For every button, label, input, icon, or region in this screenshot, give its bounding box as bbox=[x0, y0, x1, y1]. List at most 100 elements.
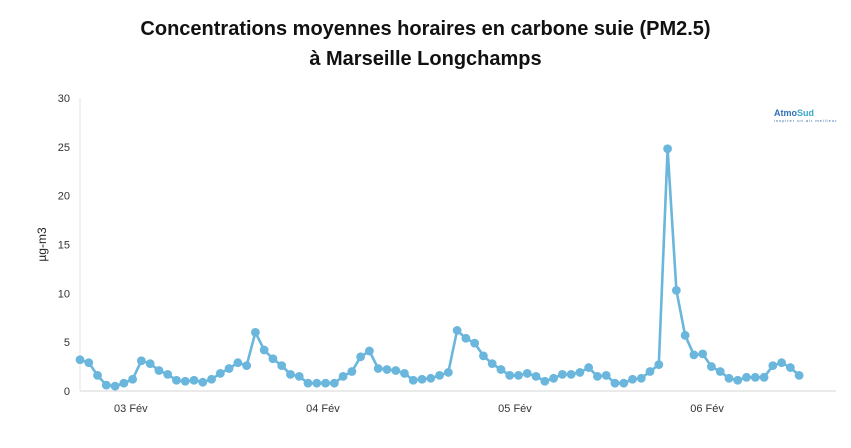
data-point bbox=[189, 375, 199, 385]
x-tick-label: 03 Fév bbox=[114, 403, 148, 415]
data-point bbox=[136, 356, 146, 366]
data-point bbox=[505, 370, 515, 380]
data-point bbox=[251, 328, 260, 337]
data-point bbox=[461, 333, 471, 343]
data-point bbox=[207, 374, 216, 384]
data-point bbox=[531, 371, 541, 381]
data-point bbox=[777, 358, 786, 368]
chart-title: Concentrations moyennes horaires en carb… bbox=[0, 14, 851, 74]
data-point bbox=[338, 371, 348, 381]
data-point bbox=[794, 370, 804, 380]
data-point bbox=[400, 369, 409, 378]
data-point bbox=[417, 374, 427, 384]
data-point bbox=[329, 378, 339, 388]
data-point bbox=[593, 371, 602, 381]
data-point bbox=[540, 376, 550, 386]
data-point bbox=[163, 369, 173, 379]
data-point bbox=[110, 381, 120, 391]
data-point bbox=[707, 362, 716, 371]
data-point bbox=[382, 365, 392, 374]
data-point bbox=[443, 368, 453, 377]
data-point bbox=[215, 369, 225, 378]
data-point bbox=[391, 366, 401, 375]
data-point bbox=[373, 364, 383, 373]
data-point bbox=[101, 380, 111, 390]
data-point bbox=[198, 377, 208, 387]
data-point bbox=[654, 360, 664, 370]
y-tick-label: 25 bbox=[58, 142, 70, 154]
logo-sud-text: Sud bbox=[797, 108, 814, 118]
data-point bbox=[172, 375, 181, 385]
data-point bbox=[180, 376, 190, 386]
data-point bbox=[303, 378, 313, 388]
data-point bbox=[636, 373, 646, 383]
logo-tagline: inspirer un air meilleur bbox=[774, 118, 838, 123]
data-point bbox=[75, 355, 85, 365]
data-point bbox=[154, 366, 164, 375]
data-point bbox=[584, 363, 594, 372]
data-point bbox=[347, 367, 357, 376]
data-point bbox=[750, 372, 760, 382]
atmosud-logo: AtmoSud inspirer un air meilleur bbox=[774, 108, 838, 123]
data-point bbox=[768, 361, 778, 371]
x-tick-label: 05 Fév bbox=[498, 403, 532, 415]
data-point bbox=[224, 364, 234, 373]
chart-title-line-2: à Marseille Longchamps bbox=[309, 48, 542, 70]
data-point bbox=[785, 363, 795, 372]
x-tick-label: 04 Fév bbox=[306, 403, 340, 415]
data-point bbox=[557, 369, 567, 379]
data-point bbox=[286, 369, 295, 379]
data-point bbox=[566, 369, 576, 379]
data-point bbox=[522, 369, 532, 378]
y-tick-label: 10 bbox=[58, 288, 70, 300]
data-point bbox=[84, 358, 94, 368]
data-point bbox=[715, 367, 725, 376]
data-point bbox=[663, 144, 672, 154]
data-point bbox=[294, 371, 304, 381]
data-point bbox=[452, 326, 462, 335]
data-point bbox=[601, 370, 611, 380]
y-tick-label: 30 bbox=[58, 93, 70, 105]
data-point bbox=[759, 372, 769, 382]
data-point bbox=[119, 378, 129, 388]
data-point bbox=[619, 378, 629, 388]
series-line bbox=[78, 147, 801, 388]
data-point bbox=[277, 361, 287, 371]
data-point bbox=[259, 345, 269, 355]
logo-atmo-text: Atmo bbox=[774, 108, 797, 118]
data-point bbox=[93, 370, 102, 380]
data-point bbox=[575, 368, 585, 377]
data-point bbox=[426, 373, 436, 383]
x-tick-label: 06 Fév bbox=[690, 403, 724, 415]
data-point bbox=[496, 365, 506, 374]
data-point bbox=[487, 359, 497, 369]
data-point bbox=[365, 346, 374, 356]
data-point bbox=[470, 338, 480, 348]
data-point bbox=[321, 378, 330, 388]
y-tick-label: 15 bbox=[58, 240, 70, 252]
data-point bbox=[680, 330, 690, 340]
data-point bbox=[671, 286, 681, 295]
data-point bbox=[312, 378, 322, 388]
data-point bbox=[698, 349, 708, 359]
data-point bbox=[645, 367, 655, 376]
data-point bbox=[610, 378, 620, 388]
data-point bbox=[145, 359, 155, 369]
chart-title-line-1: Concentrations moyennes horaires en carb… bbox=[140, 18, 711, 40]
y-tick-label: 5 bbox=[64, 337, 70, 349]
y-tick-label: 20 bbox=[58, 191, 70, 203]
data-point bbox=[408, 375, 418, 385]
data-point bbox=[514, 370, 523, 380]
data-point bbox=[742, 372, 751, 382]
data-point bbox=[268, 354, 278, 364]
data-point bbox=[435, 370, 444, 380]
data-point bbox=[128, 374, 138, 384]
y-tick-label: 0 bbox=[64, 386, 70, 398]
data-point bbox=[479, 351, 488, 361]
data-point bbox=[549, 373, 558, 383]
data-point bbox=[724, 373, 734, 383]
data-point bbox=[689, 350, 699, 360]
data-point bbox=[242, 361, 252, 371]
data-point bbox=[233, 358, 243, 368]
